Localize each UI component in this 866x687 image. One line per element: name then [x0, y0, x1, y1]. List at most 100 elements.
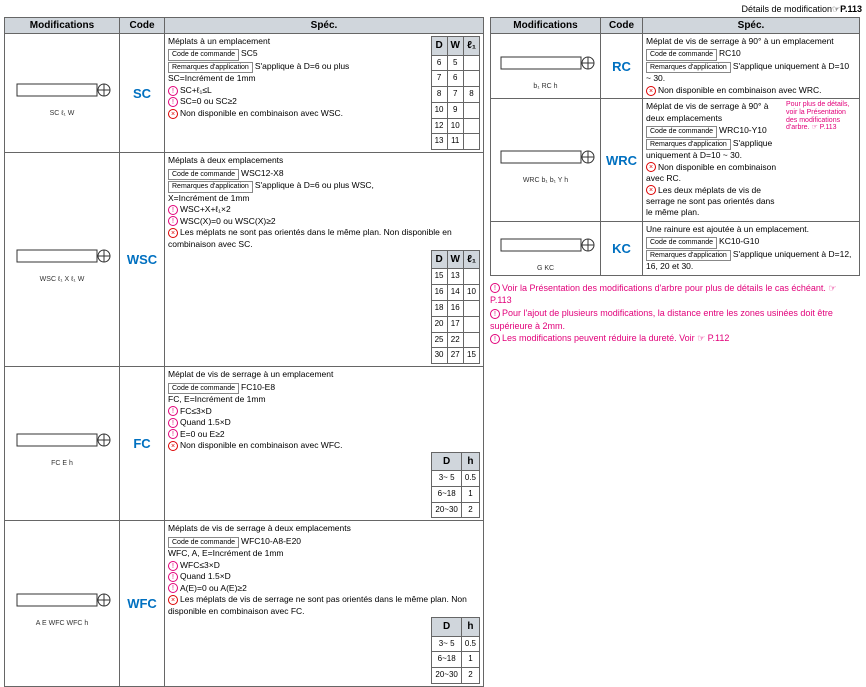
diagram-cell: FC E h — [5, 367, 120, 521]
increment: FC, E=Incrément de 1mm — [168, 394, 480, 405]
diagram-svg — [12, 236, 112, 276]
spec-title: Méplats de vis de serrage à deux emplace… — [168, 523, 480, 534]
left-table: Modifications Code Spéc. SC ℓ₁ W SC Mépl… — [4, 17, 484, 687]
rule-icon: × — [168, 109, 178, 119]
side-note: Pour plus de détails, voir la Présentati… — [786, 101, 856, 219]
spec-cell: Méplats à deux emplacementsCode de comma… — [165, 153, 484, 367]
hdr-spec-r: Spéc. — [643, 18, 860, 34]
rule: ×Non disponible en combinaison avec RC. — [646, 162, 783, 185]
top-note-text: Détails de modification — [742, 4, 833, 14]
hdr-code: Code — [120, 18, 165, 34]
mini-table: DWℓ₁657687810912101311 — [431, 36, 480, 150]
diagram-cell: WSC ℓ₁ X ℓ₁ W — [5, 153, 120, 367]
rule: !SC=0 ou SC≥2 — [168, 96, 427, 107]
note-line: !Pour l'ajout de plusieurs modifications… — [490, 307, 860, 332]
rule-icon: × — [168, 441, 178, 451]
code-cell: WRC — [601, 99, 643, 222]
order-label: Code de commande — [168, 49, 239, 60]
code-cell: RC — [601, 34, 643, 99]
code-cell: FC — [120, 367, 165, 521]
apply-text: S'applique à D=6 ou plus — [255, 61, 349, 71]
table-row: FC E h FC Méplat de vis de serrage à un … — [5, 367, 484, 521]
table-row: G KC KC Une rainure est ajoutée à un emp… — [491, 221, 860, 275]
increment: WFC, A, E=Incrément de 1mm — [168, 548, 480, 559]
rule: !WSC+X+ℓ₁×2!WSC(X)=0 ou WSC(X)≥2×Les mép… — [168, 204, 480, 250]
diagram-svg — [12, 70, 112, 110]
apply-label: Remarques d'application — [168, 181, 253, 192]
rule-icon: × — [646, 162, 656, 172]
rule: ×Non disponible en combinaison avec WFC. — [168, 440, 480, 451]
note-icon: ! — [490, 283, 500, 293]
spec-title: Méplats à un emplacement — [168, 36, 427, 47]
apply-label: Remarques d'application — [646, 139, 731, 150]
apply-text: S'applique à D=6 ou plus WSC, — [255, 180, 374, 190]
rule: !WSC(X)=0 ou WSC(X)≥2 — [168, 216, 480, 227]
rule: !SC+ℓ₁≤L — [168, 85, 427, 96]
rule: !FC≤3×D — [168, 406, 480, 417]
diagram-svg — [496, 137, 596, 177]
order-code: SC5 — [241, 48, 258, 58]
spec-cell: Méplat de vis de serrage à un emplacemen… — [165, 367, 484, 521]
rule: !A(E)=0 ou A(E)≥2 — [168, 583, 480, 594]
spec-cell: Une rainure est ajoutée à un emplacement… — [643, 221, 860, 275]
rule-icon: ! — [168, 216, 178, 226]
rule-icon: ! — [168, 561, 178, 571]
order-code: WRC10-Y10 — [719, 125, 767, 135]
note-icon: ! — [490, 334, 500, 344]
spec-title: Une rainure est ajoutée à un emplacement… — [646, 224, 856, 235]
hdr-spec: Spéc. — [165, 18, 484, 34]
spec-title: Méplat de vis de serrage à 90° à deux em… — [646, 101, 783, 124]
apply-label: Remarques d'application — [168, 62, 253, 73]
order-label: Code de commande — [168, 169, 239, 180]
rule-icon: ! — [168, 583, 178, 593]
rule: !Quand 1.5×D!A(E)=0 ou A(E)≥2×Les méplat… — [168, 571, 480, 617]
rule-icon: × — [168, 595, 178, 605]
mini-table: Dh3~ 50.56~18120~302 — [431, 617, 480, 684]
rule-icon: ! — [168, 97, 178, 107]
rule-icon: ! — [168, 86, 178, 96]
rule: !WFC≤3×D — [168, 560, 480, 571]
code-cell: SC — [120, 34, 165, 153]
order-label: Code de commande — [168, 383, 239, 394]
diagram-cell: WRC b₁ b₁ Y h — [491, 99, 601, 222]
rule: ×Non disponible en combinaison avec WSC. — [168, 108, 427, 119]
spec-cell: Méplat de vis de serrage à 90° à un empl… — [643, 34, 860, 99]
rule-icon: ! — [168, 205, 178, 215]
diagram-cell: SC ℓ₁ W — [5, 34, 120, 153]
note-line: !Voir la Présentation des modifications … — [490, 282, 860, 307]
order-code: FC10-E8 — [241, 382, 275, 392]
top-note: Détails de modification☞P.113 — [4, 4, 862, 15]
table-row: WRC b₁ b₁ Y h WRC Méplat de vis de serra… — [491, 99, 860, 222]
spec-title: Méplat de vis de serrage à 90° à un empl… — [646, 36, 856, 47]
order-label: Code de commande — [646, 237, 717, 248]
spec-cell: Méplat de vis de serrage à 90° à deux em… — [643, 99, 860, 222]
rule: ×Les méplats de vis de serrage ne sont p… — [168, 594, 480, 617]
code-cell: WSC — [120, 153, 165, 367]
note-icon: ! — [490, 309, 500, 319]
rule: ×Les méplats ne sont pas orientés dans l… — [168, 227, 480, 250]
rule-icon: ! — [168, 406, 178, 416]
diagram-svg — [496, 225, 596, 265]
rule-icon: × — [646, 185, 656, 195]
rule: !Quand 1.5×D!E=0 ou E≥2×Non disponible e… — [168, 417, 480, 451]
diagram-svg — [12, 420, 112, 460]
rule-icon: × — [168, 228, 178, 238]
rule: ×Non disponible en combinaison avec WRC. — [646, 85, 856, 96]
diagram-cell: G KC — [491, 221, 601, 275]
top-note-ref: P.113 — [840, 4, 862, 14]
hdr-mod: Modifications — [5, 18, 120, 34]
diagram-cell: b₁ RC h — [491, 34, 601, 99]
mini-table: Dh3~ 50.56~18120~302 — [431, 452, 480, 519]
rule: ×Les deux méplats de vis de serrage ne s… — [646, 185, 783, 219]
right-table: Modifications Code Spéc. b₁ RC h RC Mépl… — [490, 17, 860, 276]
order-label: Code de commande — [646, 126, 717, 137]
increment: X=Incrément de 1mm — [168, 193, 480, 204]
spec-cell: Méplats de vis de serrage à deux emplace… — [165, 521, 484, 687]
increment: SC=Incrément de 1mm — [168, 73, 427, 84]
hdr-code-r: Code — [601, 18, 643, 34]
rule-icon: ! — [168, 572, 178, 582]
note-line: !Les modifications peuvent réduire la du… — [490, 332, 860, 345]
rule: !E=0 ou E≥2 — [168, 429, 480, 440]
diagram-svg — [12, 580, 112, 620]
rule-icon: ! — [168, 418, 178, 428]
